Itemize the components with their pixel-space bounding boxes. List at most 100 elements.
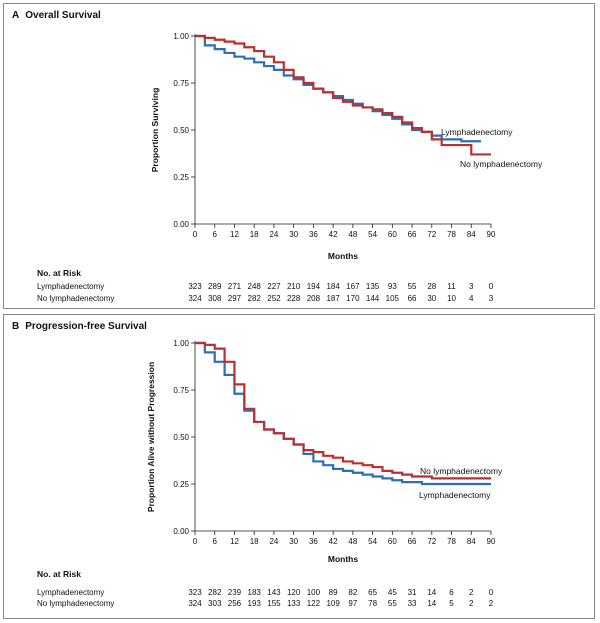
x-tick-label: 12 <box>230 537 239 546</box>
x-tick-label: 72 <box>427 537 436 546</box>
number-at-risk-value: 109 <box>326 599 340 608</box>
number-at-risk-value: 65 <box>368 588 377 597</box>
number-at-risk-value: 194 <box>307 282 321 291</box>
number-at-risk-value: 208 <box>307 294 321 303</box>
panel-letter: A <box>12 10 20 21</box>
number-at-risk-value: 2 <box>469 588 474 597</box>
number-at-risk-value: 324 <box>188 294 202 303</box>
y-tick-label: 0.50 <box>173 433 189 442</box>
progression-free-survival-chart: 0.000.250.500.751.000 6 12 18 24 30 36 42 48 54 60… <box>37 339 503 608</box>
x-tick-label: 30 <box>289 537 298 546</box>
number-at-risk-value: 239 <box>228 588 242 597</box>
number-at-risk-value: 4 <box>469 294 474 303</box>
number-at-risk-value: 256 <box>228 599 242 608</box>
y-tick-label: 0.25 <box>173 480 189 489</box>
x-tick-label: 48 <box>348 537 357 546</box>
number-at-risk-value: 193 <box>248 599 262 608</box>
number-at-risk-row-label: No lymphadenectomy <box>37 599 114 608</box>
x-tick-label: 6 <box>213 230 218 239</box>
y-tick-label: 1.00 <box>173 32 189 41</box>
y-tick-label: 0.75 <box>173 386 189 395</box>
number-at-risk-value: 289 <box>208 282 222 291</box>
panel-letter: B <box>12 321 20 332</box>
x-tick-label: 90 <box>487 537 496 546</box>
number-at-risk-value: 55 <box>388 599 397 608</box>
number-at-risk-value: 167 <box>346 282 360 291</box>
number-at-risk-value: 143 <box>267 588 281 597</box>
x-tick-label: 24 <box>269 230 278 239</box>
number-at-risk-value: 14 <box>427 599 436 608</box>
number-at-risk-row-label: Lymphadenectomy <box>37 282 104 291</box>
x-tick-label: 0 <box>193 230 198 239</box>
number-at-risk-value: 30 <box>427 294 436 303</box>
number-at-risk-title: No. at Risk <box>37 569 81 579</box>
number-at-risk-value: 100 <box>307 588 321 597</box>
x-tick-label: 42 <box>329 537 338 546</box>
number-at-risk-value: 303 <box>208 599 222 608</box>
y-axis-title: Proportion Alive without Progression <box>146 362 156 512</box>
x-tick-label: 18 <box>250 230 259 239</box>
x-tick-label: 54 <box>368 537 377 546</box>
number-at-risk-value: 2 <box>469 599 474 608</box>
x-tick-label: 18 <box>250 537 259 546</box>
number-at-risk-value: 187 <box>326 294 340 303</box>
x-tick-label: 6 <box>213 537 218 546</box>
number-at-risk-value: 308 <box>208 294 222 303</box>
number-at-risk-value: 66 <box>408 294 417 303</box>
number-at-risk-value: 31 <box>408 588 417 597</box>
number-at-risk-value: 282 <box>248 294 262 303</box>
number-at-risk-value: 93 <box>388 282 397 291</box>
number-at-risk-value: 3 <box>489 294 494 303</box>
x-tick-label: 48 <box>348 230 357 239</box>
x-tick-label: 84 <box>467 537 476 546</box>
series-line-lymphadenectomy <box>195 34 482 143</box>
x-tick-label: 78 <box>447 537 456 546</box>
panel-title: A Overall Survival <box>12 10 101 21</box>
number-at-risk-value: 45 <box>388 588 397 597</box>
number-at-risk-value: 0 <box>489 588 494 597</box>
y-tick-label: 1.00 <box>173 339 189 348</box>
number-at-risk-row-label: Lymphadenectomy <box>37 588 104 597</box>
number-at-risk-value: 3 <box>469 282 474 291</box>
number-at-risk-value: 133 <box>287 599 301 608</box>
overall-survival-chart: 0.000.250.500.751.000 6 12 18 24 30 36 42 48 54 60… <box>37 32 543 303</box>
x-axis-title: Months <box>328 251 358 261</box>
series-line-no-lymphadenectomy <box>195 341 491 480</box>
number-at-risk-value: 11 <box>447 282 456 291</box>
x-tick-label: 66 <box>408 230 417 239</box>
series-label-lymphadenectomy: Lymphadenectomy <box>441 127 513 137</box>
series-label-lymphadenectomy: Lymphadenectomy <box>419 490 491 500</box>
number-at-risk-value: 323 <box>188 588 202 597</box>
x-tick-label: 0 <box>193 537 198 546</box>
number-at-risk-value: 170 <box>346 294 360 303</box>
number-at-risk-value: 33 <box>408 599 417 608</box>
y-tick-label: 0.00 <box>173 220 189 229</box>
number-at-risk-value: 55 <box>408 282 417 291</box>
number-at-risk-value: 183 <box>248 588 262 597</box>
number-at-risk-value: 82 <box>348 588 357 597</box>
panel-title-text: Progression-free Survival <box>25 321 147 332</box>
number-at-risk-value: 5 <box>449 599 454 608</box>
panel-progression-free-survival: B Progression-free Survival 0.00 0.25 0.50 0… <box>3 314 595 619</box>
number-at-risk-value: 120 <box>287 588 301 597</box>
number-at-risk-value: 2 <box>489 599 494 608</box>
number-at-risk-value: 122 <box>307 599 321 608</box>
x-tick-label: 30 <box>289 230 298 239</box>
number-at-risk-value: 227 <box>267 282 281 291</box>
x-tick-label: 12 <box>230 230 239 239</box>
number-at-risk-value: 135 <box>366 282 380 291</box>
x-tick-label: 60 <box>388 537 397 546</box>
number-at-risk-value: 6 <box>449 588 454 597</box>
x-tick-label: 36 <box>309 537 318 546</box>
number-at-risk-value: 271 <box>228 282 242 291</box>
number-at-risk-value: 105 <box>386 294 400 303</box>
x-tick-label: 90 <box>487 230 496 239</box>
x-tick-label: 24 <box>269 537 278 546</box>
number-at-risk-value: 252 <box>267 294 281 303</box>
panel-title: B Progression-free Survival <box>12 321 147 332</box>
number-at-risk-value: 228 <box>287 294 301 303</box>
number-at-risk-value: 97 <box>348 599 357 608</box>
x-tick-label: 84 <box>467 230 476 239</box>
y-axis-title: Proportion Surviving <box>150 88 160 173</box>
